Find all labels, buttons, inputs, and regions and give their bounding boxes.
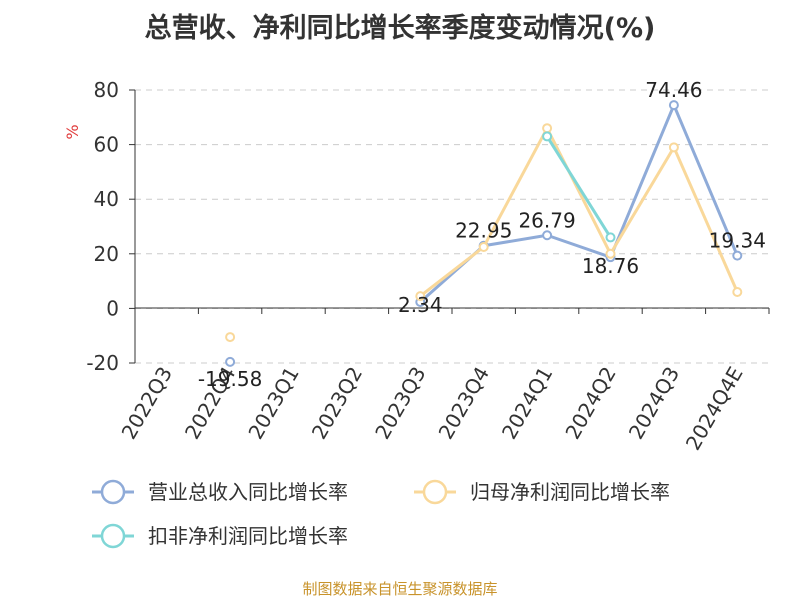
series-line-1 (419, 103, 739, 304)
x-tick-label: 2024Q4E (681, 363, 748, 455)
series-line-3 (545, 135, 612, 239)
data-point-2 (478, 241, 489, 252)
data-source: 制图数据来自恒生聚源数据库 (302, 580, 498, 598)
legend-marker-3 (100, 523, 126, 549)
x-tick-label: 2023Q2 (307, 363, 367, 444)
data-label: 2.34 (398, 293, 443, 317)
x-tick-label: 2024Q1 (497, 363, 557, 444)
x-tick-label: 2022Q3 (117, 363, 177, 444)
data-point-2 (225, 332, 236, 343)
data-point-2 (605, 248, 616, 259)
y-tick-label: 40 (94, 187, 119, 211)
data-label: 22.95 (455, 219, 512, 243)
data-point-2 (415, 291, 426, 302)
data-point-1 (542, 230, 553, 241)
chart-title: 总营收、净利同比增长率季度变动情况(%) (144, 13, 656, 44)
data-label: 74.46 (645, 78, 702, 102)
x-tick-label: 2024Q2 (560, 363, 620, 444)
y-tick-label: 0 (106, 296, 119, 320)
data-point-1 (732, 250, 743, 261)
legend-label-1: 营业总收入同比增长率 (148, 480, 348, 504)
x-tick-label: 2023Q4 (434, 363, 494, 444)
data-label: -19.58 (198, 367, 262, 391)
x-tick-label: 2024Q3 (624, 363, 684, 444)
data-point-3 (605, 232, 616, 243)
y-axis-label: % (63, 124, 82, 139)
data-label: 19.34 (709, 229, 766, 253)
series-line-2 (419, 126, 739, 298)
data-point-3 (542, 131, 553, 142)
legend-label-2: 归母净利润同比增长率 (470, 480, 670, 504)
data-point-2 (732, 287, 743, 298)
data-point-1 (225, 356, 236, 367)
data-label: 26.79 (518, 208, 575, 232)
y-tick-label: 80 (94, 78, 119, 102)
y-tick-label: -20 (86, 351, 119, 375)
y-tick-label: 20 (94, 242, 119, 266)
data-point-1 (668, 100, 679, 111)
data-point-2 (542, 123, 553, 134)
data-point-2 (668, 142, 679, 153)
legend-label-3: 扣非净利润同比增长率 (148, 524, 348, 548)
legend-marker-2 (422, 479, 448, 505)
y-tick-label: 60 (94, 133, 119, 157)
x-tick-label: 2023Q3 (370, 363, 430, 444)
data-label: 18.76 (582, 254, 639, 278)
legend-marker-1 (100, 479, 126, 505)
